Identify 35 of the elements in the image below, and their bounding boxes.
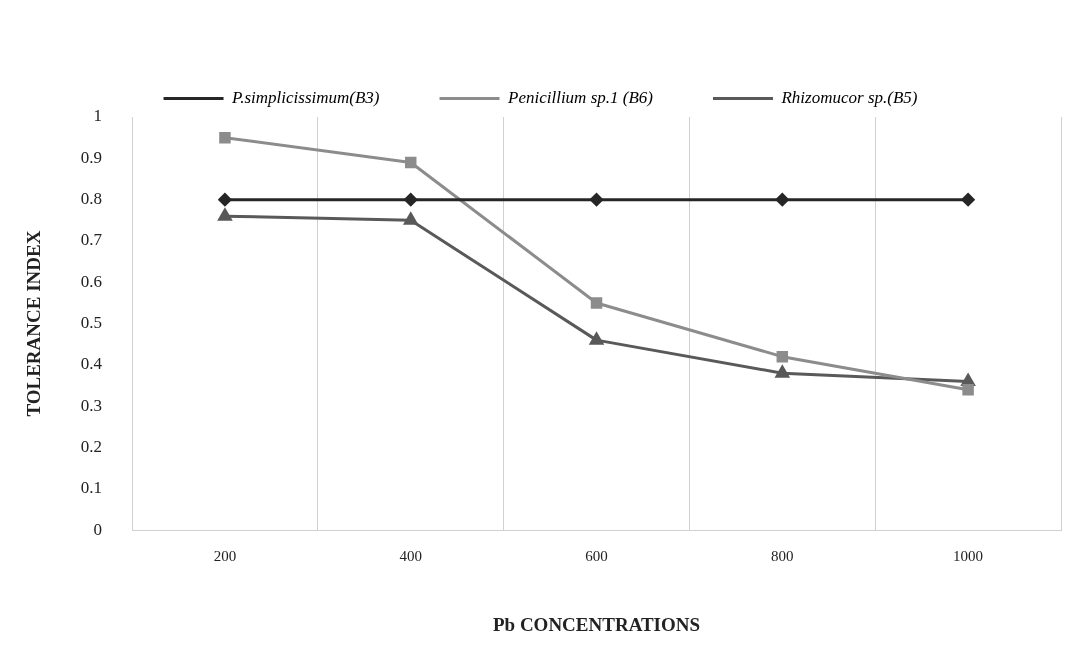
y-axis-title: TOLERANCE INDEX (23, 230, 45, 417)
x-tick-label: 400 (399, 548, 422, 565)
legend-label: Rhizomucor sp.(B5) (780, 87, 918, 107)
legend-label: Penicillium sp.1 (B6) (507, 87, 654, 107)
point (218, 208, 232, 221)
point (218, 193, 232, 207)
legend-label: P.simplicissimum(B3) (231, 87, 380, 107)
y-tick-label: 0 (93, 519, 103, 539)
point (590, 193, 604, 207)
x-tick-label: 800 (771, 548, 794, 565)
point (404, 212, 418, 225)
y-tick-label: 0.1 (80, 478, 103, 498)
x-tick-label: 200 (213, 548, 237, 565)
x-axis-title: Pb CONCENTRATIONS (492, 613, 701, 635)
y-tick-label: 0.8 (80, 189, 103, 209)
y-tick-label: 0.5 (80, 313, 103, 333)
y-tick-label: 1 (93, 106, 103, 126)
y-tick-label: 0.6 (80, 271, 103, 291)
point (589, 332, 604, 345)
y-tick-label: 0.3 (80, 395, 103, 415)
x-tick-label: 600 (585, 548, 608, 565)
point (219, 131, 231, 144)
point (775, 365, 790, 378)
x-tick-label: 1000 (953, 548, 984, 565)
point (775, 193, 789, 207)
point (404, 193, 418, 207)
y-tick-label: 0.9 (80, 147, 103, 167)
y-tick-label: 0.7 (80, 230, 103, 250)
y-tick-label: 0.2 (80, 437, 103, 457)
point (590, 297, 603, 309)
y-tick-label: 0.4 (80, 354, 103, 374)
point (961, 193, 975, 207)
point (404, 156, 417, 169)
point (776, 350, 789, 363)
point (962, 383, 974, 396)
